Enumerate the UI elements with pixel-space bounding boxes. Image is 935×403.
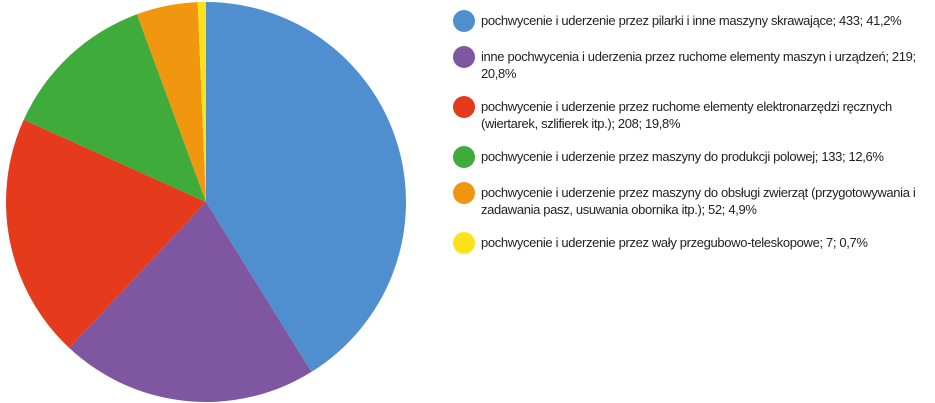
legend-text: pochwycenie i uderzenie przez ruchome el…: [481, 98, 931, 132]
legend-marker: [453, 46, 475, 68]
legend-label: pochwycenie i uderzenie przez wały przeg…: [481, 235, 823, 250]
legend-entry: inne pochwycenia i uderzenia przez rucho…: [453, 46, 931, 82]
pie-slice: [5, 119, 206, 348]
legend-text: pochwycenie i uderzenie przez maszyny do…: [481, 184, 931, 218]
legend-text: pochwycenie i uderzenie przez pilarki i …: [481, 12, 931, 29]
pie-slice: [136, 2, 206, 202]
legend-entry: pochwycenie i uderzenie przez maszyny do…: [453, 182, 931, 218]
legend-text: pochwycenie i uderzenie przez wały przeg…: [481, 234, 931, 251]
value-label: 219; 20,8%: [481, 49, 916, 81]
legend-label: pochwycenie i uderzenie przez pilarki i …: [481, 13, 836, 28]
legend-marker: [453, 182, 475, 204]
pie-slice: [69, 202, 312, 402]
legend-marker: [453, 10, 475, 32]
pie-slice: [23, 14, 206, 202]
legend: pochwycenie i uderzenie przez pilarki i …: [453, 10, 931, 270]
value-label: 7; 0,7%: [826, 235, 868, 250]
legend-label: pochwycenie i uderzenie przez maszyny do…: [481, 185, 916, 217]
legend-text: inne pochwycenia i uderzenia przez rucho…: [481, 48, 931, 82]
legend-label: pochwycenie i uderzenie przez ruchome el…: [481, 99, 892, 131]
legend-text: pochwycenie i uderzenie przez maszyny do…: [481, 148, 931, 165]
legend-label: pochwycenie i uderzenie przez maszyny do…: [481, 149, 819, 164]
value-label: 433; 41,2%: [839, 13, 902, 28]
legend-marker: [453, 146, 475, 168]
legend-entry: pochwycenie i uderzenie przez maszyny do…: [453, 146, 931, 168]
value-label: 208; 19,8%: [617, 116, 681, 131]
legend-marker: [453, 96, 475, 118]
value-label: 52; 4,9%: [708, 202, 757, 217]
pie-slice: [206, 2, 406, 372]
legend-marker: [453, 232, 475, 254]
pie-slice: [197, 2, 206, 202]
legend-label: inne pochwycenia i uderzenia przez rucho…: [481, 49, 889, 64]
legend-entry: pochwycenie i uderzenie przez ruchome el…: [453, 96, 931, 132]
value-label: 133; 12,6%: [821, 149, 884, 164]
legend-entry: pochwycenie i uderzenie przez wały przeg…: [453, 232, 931, 254]
legend-entry: pochwycenie i uderzenie przez pilarki i …: [453, 10, 931, 32]
